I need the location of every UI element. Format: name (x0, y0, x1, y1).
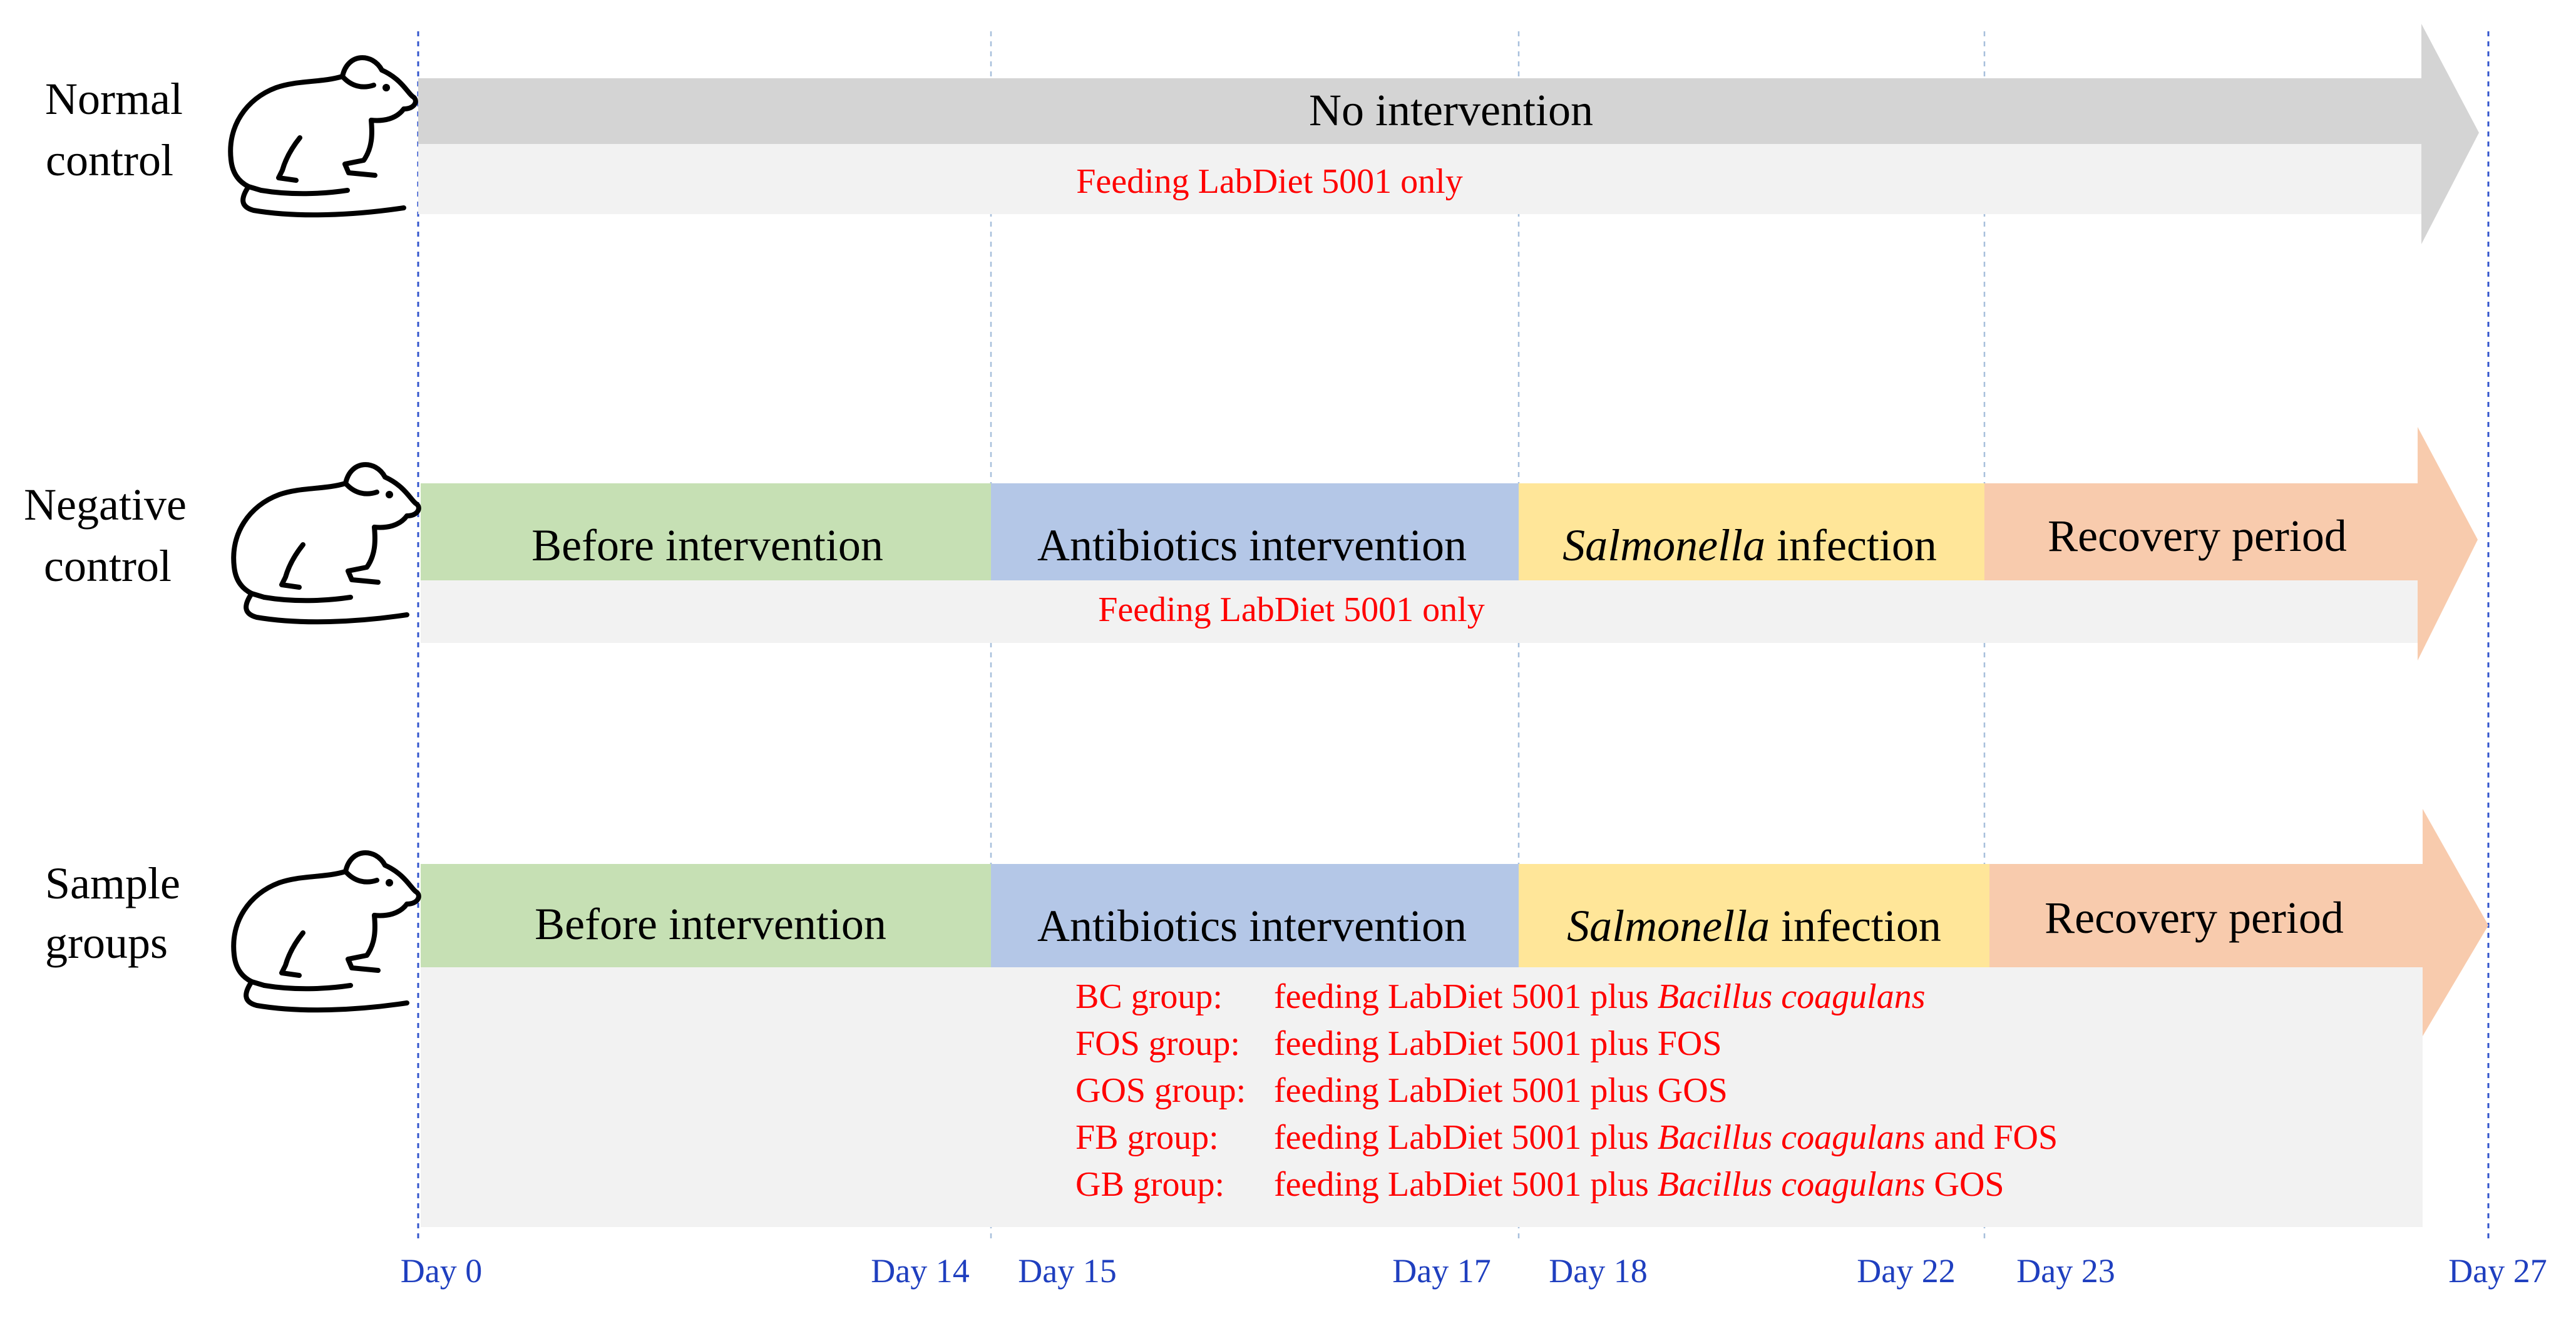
sample-row-label-line2: groups (45, 918, 168, 968)
day-label-17: Day 17 (1392, 1252, 1491, 1290)
negative-salmonella-italic: Salmonella (1563, 520, 1765, 570)
negative-phase-before (421, 483, 991, 580)
sample-phase-before-label: Before intervention (535, 899, 886, 949)
group-fos-desc: feeding LabDiet 5001 plus FOS (1274, 1024, 1722, 1063)
negative-phase-salmonella-label: Salmonella infection (1563, 520, 1937, 570)
normal-note: Feeding LabDiet 5001 only (1076, 162, 1462, 201)
row-normal-control: No intervention Feeding LabDiet 5001 onl… (45, 24, 2479, 244)
normal-arrow (418, 24, 2479, 244)
row-sample-groups: Before intervention Antibiotics interven… (45, 809, 2488, 1227)
negative-phase-before-label: Before intervention (531, 520, 883, 570)
normal-phase-label: No intervention (1309, 85, 1593, 135)
rat-icon (228, 55, 418, 218)
negative-phase-recovery-label: Recovery period (2048, 511, 2347, 561)
negative-salmonella-rest: infection (1765, 520, 1937, 570)
sample-group-list: BC group: feeding LabDiet 5001 plus Baci… (1075, 977, 2058, 1204)
sample-phase-recovery-arrow (1989, 809, 2488, 1036)
day-label-27: Day 27 (2448, 1252, 2547, 1290)
negative-phase-recovery-arrow (1984, 427, 2478, 660)
day-label-14: Day 14 (871, 1252, 969, 1290)
day-label-23: Day 23 (2016, 1252, 2115, 1290)
sample-phase-before (421, 864, 991, 967)
normal-note-band (418, 144, 2421, 214)
group-fb-name: FB group: (1075, 1118, 1219, 1157)
sample-salmonella-rest: infection (1770, 901, 1941, 951)
sample-row-label-line1: Sample (45, 858, 180, 908)
group-gos-name: GOS group: (1075, 1071, 1246, 1110)
group-gos-desc: feeding LabDiet 5001 plus GOS (1274, 1071, 1728, 1110)
normal-row-label-line2: control (46, 135, 173, 185)
negative-note: Feeding LabDiet 5001 only (1098, 590, 1484, 629)
day-axis: Day 0 Day 14 Day 15 Day 17 Day 18 Day 22… (401, 1252, 2547, 1290)
sample-salmonella-italic: Salmonella (1567, 901, 1770, 951)
day-label-15: Day 15 (1018, 1252, 1116, 1290)
day-label-0: Day 0 (401, 1252, 482, 1290)
rat-icon (231, 850, 421, 1013)
negative-phase-antibiotics-label: Antibiotics intervention (1037, 520, 1467, 570)
negative-phase-salmonella (1519, 483, 1984, 580)
day-label-18: Day 18 (1549, 1252, 1647, 1290)
sample-phase-salmonella (1519, 864, 1989, 967)
negative-row-label-line1: Negative (24, 480, 187, 530)
group-bc-desc: feeding LabDiet 5001 plus Bacillus coagu… (1274, 977, 1926, 1016)
group-gb-desc: feeding LabDiet 5001 plus Bacillus coagu… (1274, 1165, 2004, 1204)
sample-phase-salmonella-label: Salmonella infection (1567, 901, 1941, 951)
negative-note-band (421, 580, 2418, 643)
negative-row-label-line2: control (44, 541, 172, 591)
row-negative-control: Before intervention Antibiotics interven… (24, 427, 2478, 660)
group-bc-name: BC group: (1075, 977, 1223, 1016)
group-gb-name: GB group: (1075, 1165, 1224, 1204)
rat-icon (231, 462, 421, 625)
negative-phase-antibiotics (991, 483, 1519, 580)
group-fos-name: FOS group: (1075, 1024, 1240, 1063)
sample-phase-antibiotics (991, 864, 1519, 967)
sample-note-band (421, 967, 2423, 1227)
group-fb-desc: feeding LabDiet 5001 plus Bacillus coagu… (1274, 1118, 2058, 1157)
sample-phase-recovery-label: Recovery period (2045, 893, 2344, 943)
normal-row-label-line1: Normal (45, 74, 183, 124)
day-label-22: Day 22 (1857, 1252, 1955, 1290)
sample-phase-antibiotics-label: Antibiotics intervention (1037, 901, 1467, 951)
